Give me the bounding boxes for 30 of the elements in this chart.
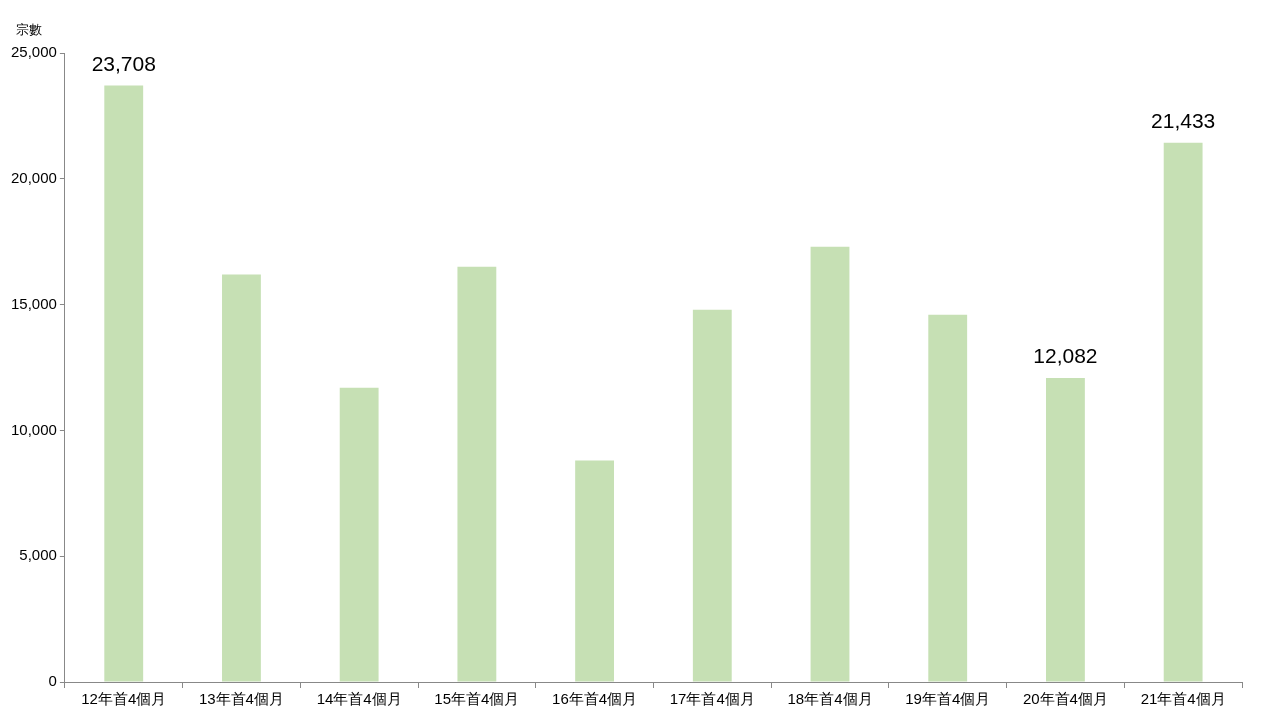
x-tick-label: 21年首4個月	[1140, 690, 1226, 708]
x-tick-label: 16年首4個月	[552, 690, 638, 708]
bar	[104, 85, 144, 682]
data-label: 12,082	[1033, 344, 1098, 368]
y-tick-label: 0	[48, 672, 57, 690]
bar	[692, 309, 732, 682]
bar	[1046, 378, 1085, 682]
bar	[928, 314, 968, 682]
y-tick-label: 15,000	[10, 294, 57, 312]
y-tick-label: 25,000	[10, 43, 57, 61]
bar	[810, 246, 850, 682]
bar	[457, 266, 497, 682]
x-tick-label: 12年首4個月	[81, 690, 167, 708]
data-label: 23,708	[91, 51, 156, 75]
bar	[222, 274, 261, 682]
y-tick-label: 20,000	[10, 168, 57, 186]
bar	[1163, 142, 1203, 682]
y-tick-label: 5,000	[19, 546, 57, 564]
y-tick-label: 10,000	[10, 420, 57, 438]
x-tick-label: 14年首4個月	[316, 690, 402, 708]
x-tick-label: 17年首4個月	[669, 690, 755, 708]
bar	[339, 387, 379, 682]
x-tick-label: 19年首4個月	[905, 690, 991, 708]
x-tick-label: 18年首4個月	[787, 690, 873, 708]
bar	[575, 460, 615, 682]
y-axis-title: 宗數	[15, 22, 42, 38]
data-label: 21,433	[1151, 109, 1216, 133]
x-tick-label: 20年首4個月	[1022, 690, 1108, 708]
x-tick-label: 13年首4個月	[198, 690, 284, 708]
x-tick-label: 15年首4個月	[434, 690, 520, 708]
